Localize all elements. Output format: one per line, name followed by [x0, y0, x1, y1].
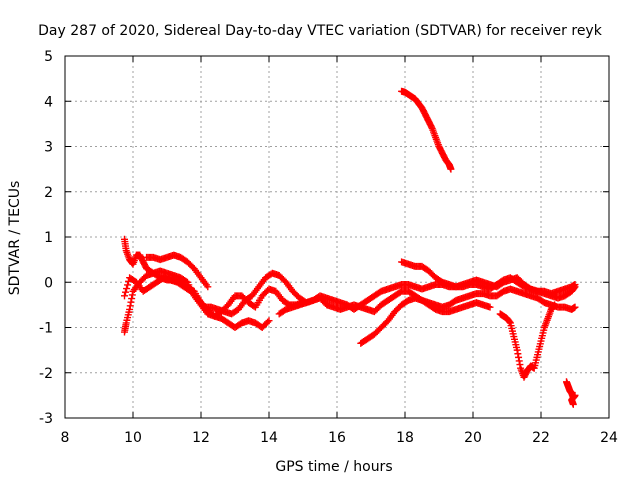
- x-tick-label: 20: [464, 430, 482, 446]
- y-tick-label: -3: [39, 411, 53, 427]
- data-point: [569, 400, 577, 408]
- x-tick-label: 24: [600, 430, 618, 446]
- series-track-g: [398, 87, 455, 173]
- chart-title: Day 287 of 2020, Sidereal Day-to-day VTE…: [38, 23, 603, 39]
- x-tick-label: 10: [124, 430, 142, 446]
- y-axis-ticks: -3 -2 -1 0 1 2 3 4 5: [39, 49, 609, 427]
- data-point: [124, 281, 132, 289]
- y-tick-label: 2: [44, 185, 53, 201]
- series-track-h: [398, 258, 579, 298]
- y-axis-label: SDTVAR / TECUs: [7, 181, 23, 296]
- x-tick-label: 18: [396, 430, 414, 446]
- data-point: [571, 303, 579, 311]
- data-layer: [121, 87, 579, 408]
- x-tick-label: 12: [192, 430, 210, 446]
- series-track-i: [496, 301, 559, 381]
- y-tick-label: 0: [44, 275, 53, 291]
- y-tick-label: 3: [44, 140, 53, 156]
- data-point: [121, 292, 128, 300]
- y-tick-label: 1: [44, 230, 53, 246]
- data-point: [122, 288, 130, 296]
- series-track-c: [121, 269, 579, 318]
- data-point: [204, 283, 212, 291]
- data-point: [447, 165, 455, 173]
- y-tick-label: 4: [44, 94, 53, 110]
- series-track-j: [563, 378, 579, 408]
- y-tick-label: -1: [39, 321, 53, 337]
- x-axis-ticks: 8 10 12 14 16 18 20 22 24: [61, 56, 618, 446]
- y-tick-label: 5: [44, 49, 53, 65]
- series-track-d: [143, 251, 212, 291]
- data-point: [265, 317, 273, 325]
- x-tick-label: 22: [532, 430, 550, 446]
- data-point: [486, 303, 494, 311]
- data-point: [264, 318, 272, 326]
- data-point: [571, 281, 579, 289]
- data-point: [123, 285, 131, 293]
- x-tick-label: 8: [61, 430, 70, 446]
- x-axis-label: GPS time / hours: [275, 459, 392, 475]
- data-point: [551, 301, 559, 309]
- series-track-f: [357, 294, 494, 347]
- x-tick-label: 16: [328, 430, 346, 446]
- y-tick-label: -2: [39, 366, 53, 382]
- x-tick-label: 14: [260, 430, 278, 446]
